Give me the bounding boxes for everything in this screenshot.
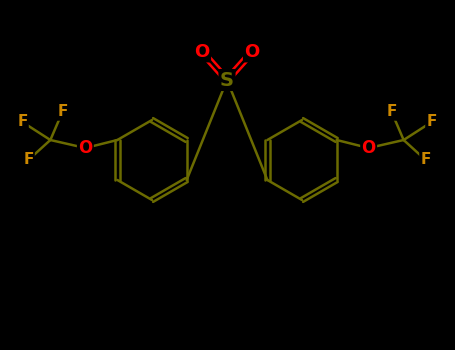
Text: S: S	[220, 70, 234, 90]
Text: O: O	[78, 139, 92, 157]
Text: F: F	[23, 153, 34, 168]
Text: F: F	[420, 153, 431, 168]
Text: O: O	[244, 43, 260, 61]
Text: F: F	[426, 114, 437, 130]
Text: F: F	[17, 114, 28, 130]
Text: O: O	[194, 43, 210, 61]
Text: O: O	[362, 139, 376, 157]
Text: F: F	[57, 105, 67, 119]
Text: F: F	[386, 105, 397, 119]
